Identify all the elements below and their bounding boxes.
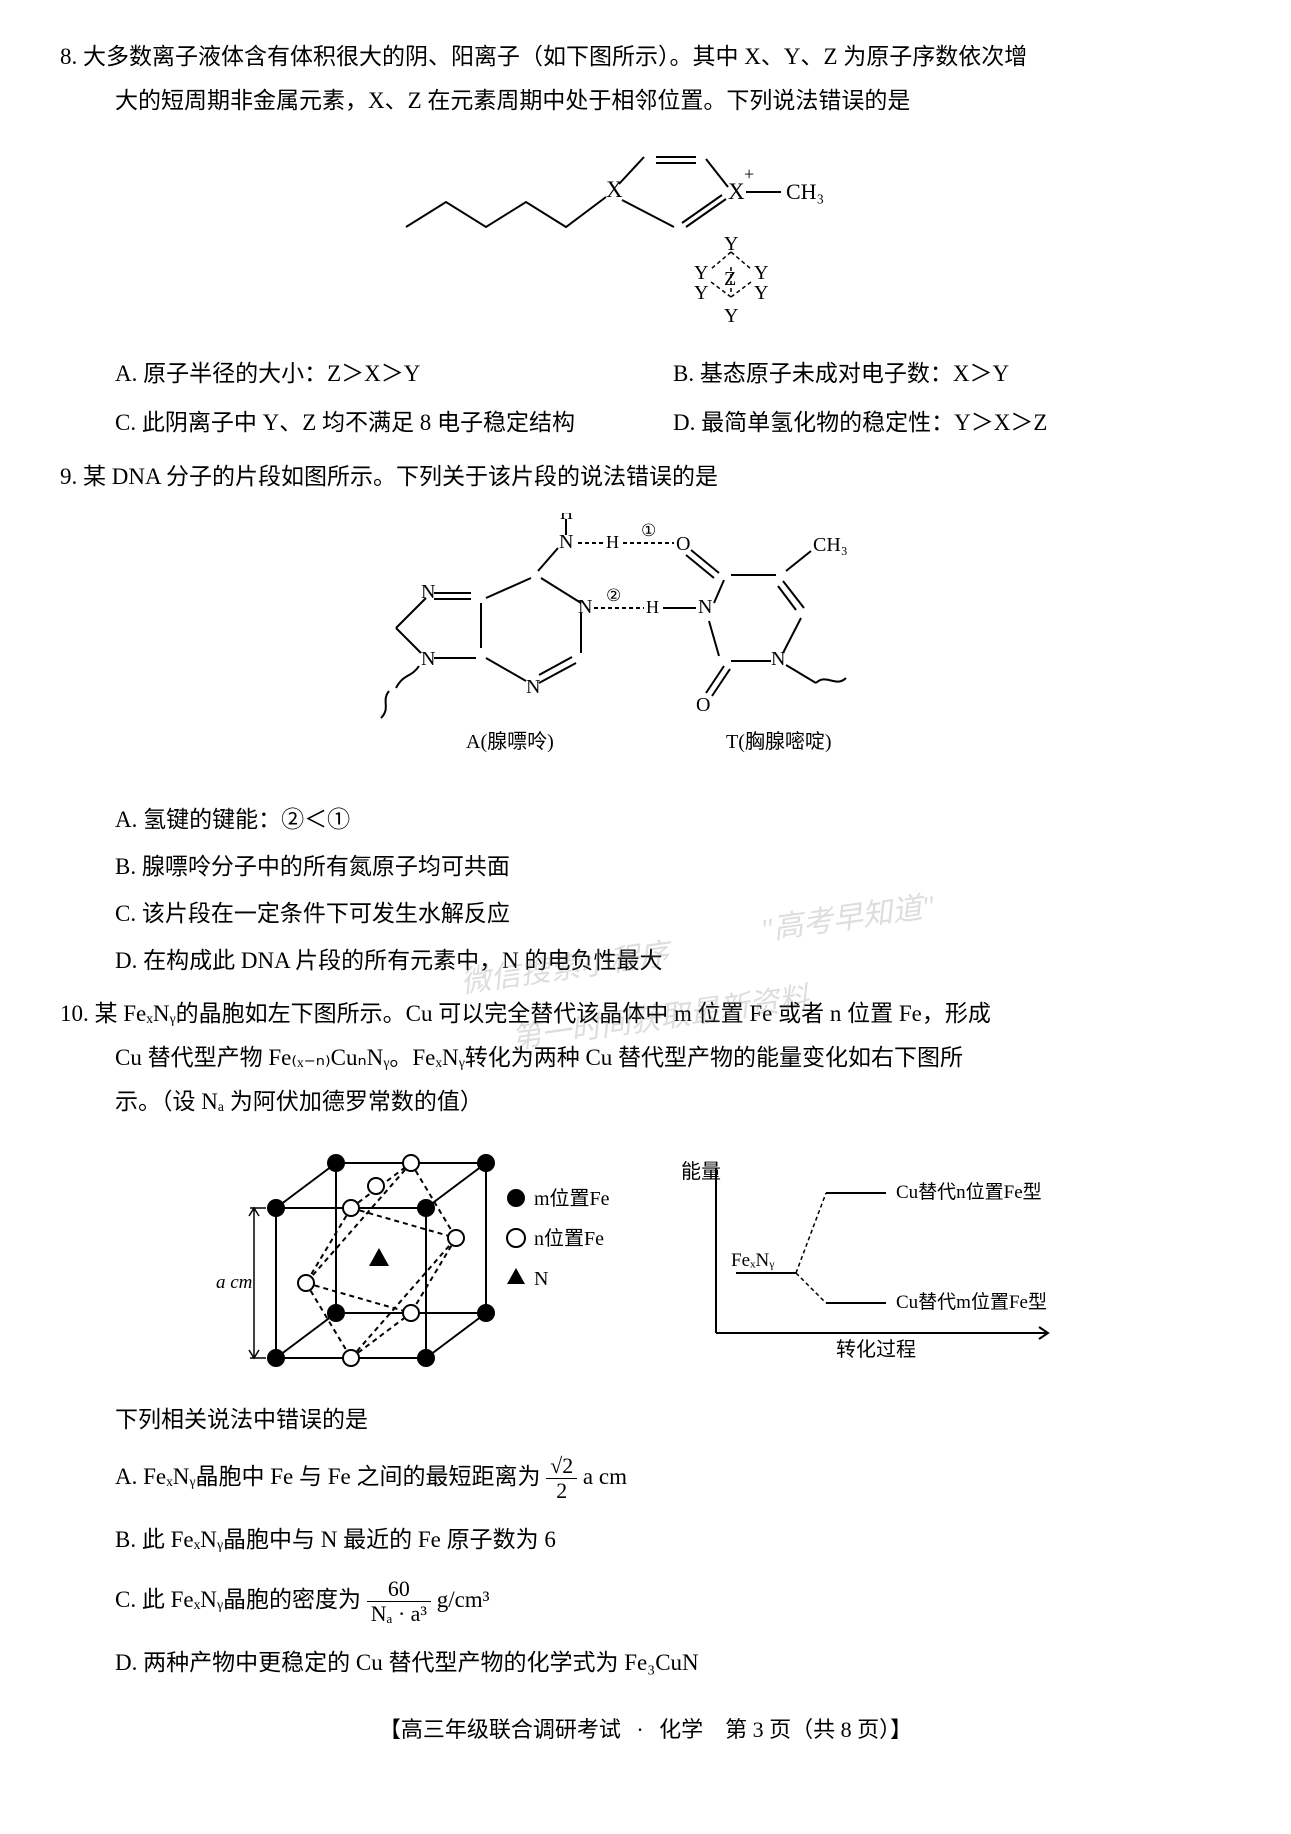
page: 8. 大多数离子液体含有体积很大的阴、阳离子（如下图所示）。其中 X、Y、Z 为… (60, 35, 1231, 1751)
q9-line: 某 DNA 分子的片段如图所示。下列关于该片段的说法错误的是 (83, 464, 718, 489)
q8-anion-z: Z (724, 268, 736, 290)
q9-label-T: T(胸腺嘧啶) (726, 730, 832, 753)
q10-optD: D. 两种产物中更稳定的 Cu 替代型产物的化学式为 Fe₃CuN (115, 1641, 1231, 1685)
svg-text:H: H (560, 513, 573, 523)
q8-optA: A. 原子半径的大小：Z＞X＞Y (115, 352, 673, 396)
q10-top-level: Cu替代n位置Fe型 (896, 1181, 1042, 1203)
q8-cation-svg: X X + CH₃ Y Y Y Y Y Y Z (366, 137, 926, 337)
q10-legend-n: n位置Fe (534, 1227, 604, 1250)
q9-optB: B. 腺嘌呤分子中的所有氮原子均可共面 (115, 845, 1231, 889)
q10-mid-level: FeₓNᵧ (731, 1250, 774, 1271)
q8-anion-y-left2: Y (694, 282, 708, 304)
q8-anion-y-left1: Y (694, 262, 708, 284)
svg-text:②: ② (606, 586, 621, 605)
q8-anion-y-right1: Y (754, 262, 768, 284)
q10-xlabel: 转化过程 (836, 1338, 916, 1361)
q9-text: 9. 某 DNA 分子的片段如图所示。下列关于该片段的说法错误的是 (60, 455, 1231, 499)
q8-optC: C. 此阴离子中 Y、Z 均不满足 8 电子稳定结构 (115, 401, 673, 445)
q9-number: 9. (60, 464, 77, 489)
q10-optA: A. FeₓNᵧ晶胞中 Fe 与 Fe 之间的最短距离为 √2 2 a cm (115, 1454, 1231, 1503)
svg-text:CH₃: CH₃ (813, 534, 848, 556)
q8-options-row2: C. 此阴离子中 Y、Z 均不满足 8 电子稳定结构 D. 最简单氢化物的稳定性… (60, 401, 1231, 445)
q9-label-A: A(腺嘌呤) (466, 730, 554, 753)
q10-optC-frac: 60 Nₐ · a³ (367, 1577, 431, 1626)
svg-text:H: H (646, 597, 659, 617)
question-8: 8. 大多数离子液体含有体积很大的阴、阳离子（如下图所示）。其中 X、Y、Z 为… (60, 35, 1231, 445)
q8-anion-y-bot: Y (724, 305, 738, 327)
svg-text:N: N (421, 581, 435, 603)
q8-options-row1: A. 原子半径的大小：Z＞X＞Y B. 基态原子未成对电子数：X＞Y (60, 352, 1231, 396)
q10-optC: C. 此 FeₓNᵧ晶胞的密度为 60 Nₐ · a³ g/cm³ (115, 1577, 1231, 1626)
q8-figure: X X + CH₃ Y Y Y Y Y Y Z (60, 137, 1231, 337)
q10-line3: 示。（设 Nₐ 为阿伏加德罗常数的值） (60, 1080, 1231, 1124)
q10-optA-frac: √2 2 (546, 1454, 577, 1503)
q8-anion-y-top: Y (724, 233, 738, 255)
q8-number: 8. (60, 44, 77, 69)
q9-optC: C. 该片段在一定条件下可发生水解反应 (115, 892, 1231, 936)
q10-edge-label: a cm (216, 1272, 252, 1293)
svg-text:H: H (606, 532, 619, 552)
q8-x-right-label: X (728, 179, 745, 204)
svg-text:O: O (696, 694, 710, 716)
svg-text:N: N (698, 596, 712, 618)
q9-optD: D. 在构成此 DNA 片段的所有元素中，N 的电负性最大 (115, 939, 1231, 983)
q8-x-left-label: X (606, 177, 623, 202)
q10-optB: B. 此 FeₓNᵧ晶胞中与 N 最近的 Fe 原子数为 6 (115, 1518, 1231, 1562)
q10-legend-m: m位置Fe (534, 1187, 610, 1210)
q9-optA: A. 氢键的键能：②＜① (115, 798, 1231, 842)
q10-number: 10. (60, 1001, 89, 1026)
page-footer: 【高三年级联合调研考试 · 化学 第 3 页（共 8 页）】 (60, 1709, 1231, 1751)
q8-optB: B. 基态原子未成对电子数：X＞Y (673, 352, 1231, 396)
q8-text: 8. 大多数离子液体含有体积很大的阴、阳离子（如下图所示）。其中 X、Y、Z 为… (60, 35, 1231, 79)
question-10: 10. 某 FeₓNᵧ的晶胞如左下图所示。Cu 可以完全替代该晶体中 m 位置 … (60, 992, 1231, 1684)
footer-page: 第 3 页（共 8 页）】 (725, 1717, 912, 1742)
footer-left: 【高三年级联合调研考试 (379, 1717, 621, 1742)
q9-options: A. 氢键的键能：②＜① B. 腺嘌呤分子中的所有氮原子均可共面 C. 该片段在… (60, 798, 1231, 982)
q10-line2: Cu 替代型产物 Fe₍ₓ₋ₙ₎CuₙNᵧ。FeₓNᵧ转化为两种 Cu 替代型产… (60, 1036, 1231, 1080)
q10-postfig: 下列相关说法中错误的是 (60, 1398, 1231, 1442)
q8-anion-y-right2: Y (754, 282, 768, 304)
svg-text:N: N (578, 596, 592, 618)
q10-ylabel: 能量 (681, 1160, 721, 1183)
q10-energy-svg: 能量 Cu替代n位置Fe型 FeₓNᵧ Cu替代m位置Fe型 转化过程 (676, 1153, 1076, 1363)
q9-figure: N N N N N H H ① (60, 513, 1231, 783)
svg-text:N: N (771, 648, 785, 670)
q8-line2: 大的短周期非金属元素，X、Z 在元素周期中处于相邻位置。下列说法错误的是 (60, 79, 1231, 123)
svg-text:O: O (676, 533, 690, 555)
svg-text:N: N (526, 676, 540, 698)
q10-options: A. FeₓNᵧ晶胞中 Fe 与 Fe 之间的最短距离为 √2 2 a cm B… (60, 1454, 1231, 1684)
q9-dna-svg: N N N N N H H ① (326, 513, 966, 783)
q10-cell-svg: a cm m位置Fe n位置Fe N (216, 1138, 636, 1378)
q10-text: 10. 某 FeₓNᵧ的晶胞如左下图所示。Cu 可以完全替代该晶体中 m 位置 … (60, 992, 1231, 1036)
svg-text:①: ① (641, 521, 656, 540)
q8-line1: 大多数离子液体含有体积很大的阴、阳离子（如下图所示）。其中 X、Y、Z 为原子序… (83, 44, 1027, 69)
q8-plus-label: + (744, 164, 754, 184)
q10-figures: a cm m位置Fe n位置Fe N 能量 Cu替代n位置Fe型 FeₓNᵧ C… (60, 1138, 1231, 1378)
question-9: 9. 某 DNA 分子的片段如图所示。下列关于该片段的说法错误的是 N N (60, 455, 1231, 982)
q10-legend-N: N (534, 1268, 548, 1290)
svg-text:N: N (421, 648, 435, 670)
q10-bot-level: Cu替代m位置Fe型 (896, 1291, 1047, 1313)
q8-optD: D. 最简单氢化物的稳定性：Y＞X＞Z (673, 401, 1231, 445)
q10-line1: 某 FeₓNᵧ的晶胞如左下图所示。Cu 可以完全替代该晶体中 m 位置 Fe 或… (95, 1001, 991, 1026)
q8-ch3-label: CH₃ (786, 179, 824, 204)
footer-subject: 化学 (659, 1717, 703, 1742)
